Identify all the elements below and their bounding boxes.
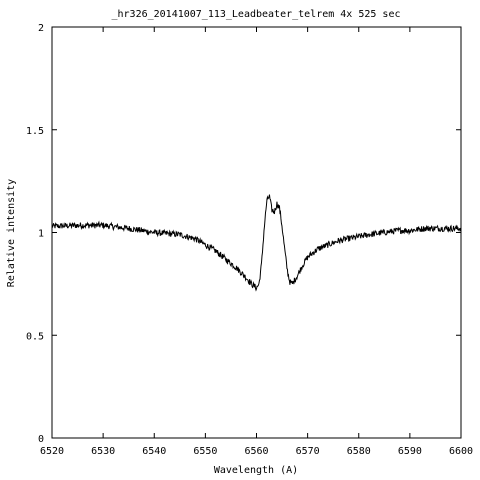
axis-tick-labels: 6520 6530 6540 6550 6560 6570 6580 6590 6600 0 0.5… — [26, 23, 473, 457]
x-tick-label: 6590 — [398, 446, 422, 457]
x-tick-label: 6530 — [91, 446, 115, 457]
y-tick-label: 2 — [38, 23, 44, 34]
axis-ticks — [51, 26, 462, 439]
y-axis-label: Relative intensity — [6, 179, 17, 287]
x-tick-label: 6560 — [244, 446, 268, 457]
x-tick-label: 6520 — [40, 446, 64, 457]
x-tick-label: 6540 — [142, 446, 166, 457]
x-tick-label: 6570 — [296, 446, 320, 457]
y-tick-label: 1.5 — [26, 126, 44, 137]
x-tick-label: 6600 — [449, 446, 473, 457]
y-tick-label: 0.5 — [26, 331, 44, 342]
x-axis-label: Wavelength (A) — [214, 465, 298, 476]
chart-title: _hr326_20141007_113_Leadbeater_telrem 4x… — [112, 9, 401, 20]
plot-frame — [51, 26, 462, 439]
y-tick-label: 1 — [38, 229, 44, 240]
x-tick-label: 6550 — [193, 446, 217, 457]
spectrum-line — [51, 194, 462, 292]
y-tick-label: 0 — [38, 434, 44, 445]
x-tick-label: 6580 — [347, 446, 371, 457]
